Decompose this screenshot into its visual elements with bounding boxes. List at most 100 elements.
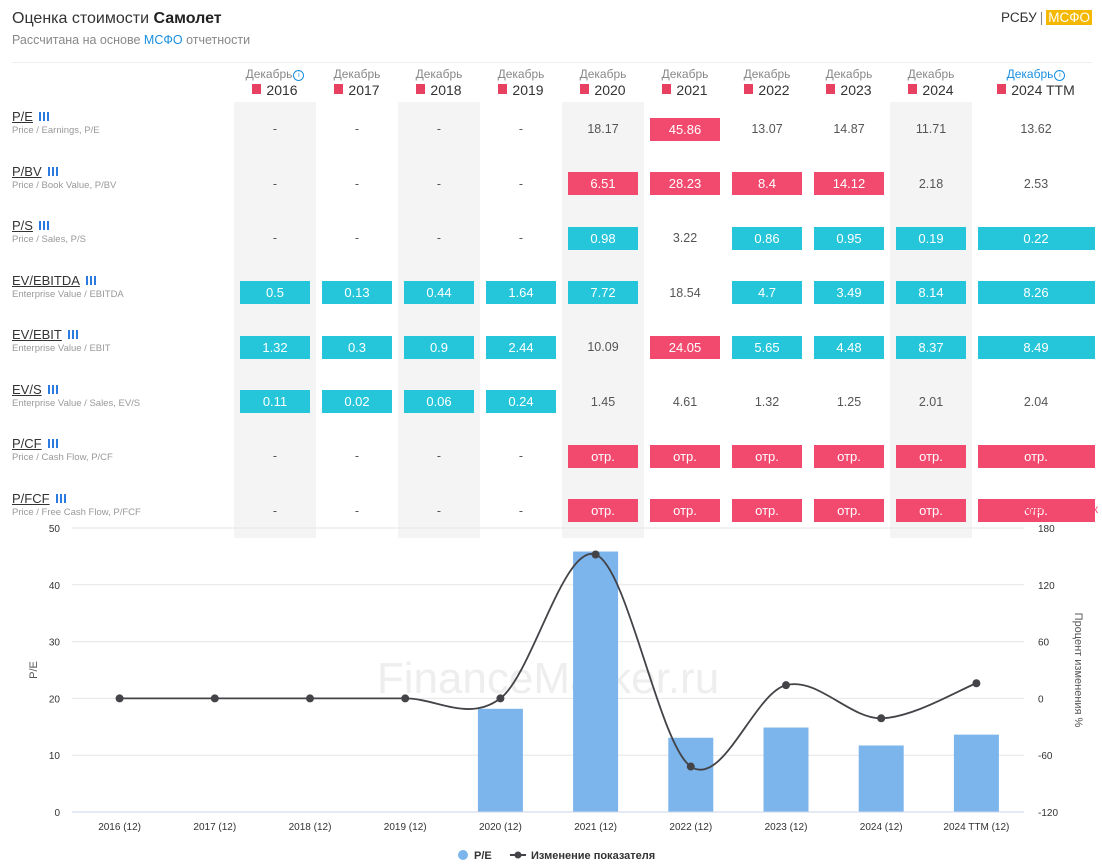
value-cell: 1.32: [234, 320, 316, 375]
change-point: [210, 694, 219, 703]
value-text: 0.44: [404, 281, 474, 305]
metric-name[interactable]: P/S: [12, 218, 33, 233]
value-cell: 0.95: [808, 211, 890, 266]
value-text: -: [272, 176, 278, 191]
pdf-icon[interactable]: [252, 84, 262, 94]
column-header: Декабрь 2021: [644, 64, 726, 102]
value-text: 1.32: [754, 394, 780, 409]
bar-chart-icon[interactable]: [47, 166, 59, 176]
value-text: 45.86: [650, 117, 720, 141]
y-right-tick-label: -120: [1038, 808, 1058, 819]
value-text: отр.: [650, 499, 720, 523]
pdf-icon[interactable]: [744, 84, 754, 94]
bar-chart-icon[interactable]: [85, 275, 97, 285]
value-cell: -: [398, 429, 480, 484]
pdf-icon[interactable]: [826, 84, 836, 94]
value-text: 2.01: [918, 394, 944, 409]
pdf-icon[interactable]: [997, 84, 1007, 94]
value-cell: 2.44: [480, 320, 562, 375]
y-tick-label: 20: [49, 694, 61, 705]
value-text: 1.64: [486, 281, 556, 305]
value-cell: 7.72: [562, 265, 644, 320]
metric-name[interactable]: EV/EBIT: [12, 327, 62, 342]
value-cell: -: [398, 156, 480, 211]
value-text: 8.4: [732, 172, 802, 196]
value-text: 0.02: [322, 390, 392, 414]
column-header: Декабрь i 2016: [234, 64, 316, 102]
pdf-icon[interactable]: [662, 84, 672, 94]
value-text: 13.62: [1020, 122, 1052, 137]
column-month: Декабрь i: [972, 67, 1100, 81]
value-text: 28.23: [650, 172, 720, 196]
y-right-tick-label: 120: [1038, 581, 1055, 592]
value-text: 5.65: [732, 335, 802, 359]
pdf-icon[interactable]: [908, 84, 918, 94]
column-year: 2024: [890, 82, 972, 98]
pdf-icon[interactable]: [334, 84, 344, 94]
info-icon[interactable]: i: [1054, 70, 1066, 81]
msfo-toggle[interactable]: МСФО: [1046, 10, 1092, 25]
metric-name[interactable]: P/BV: [12, 163, 42, 179]
column-year: 2018: [398, 82, 480, 98]
value-cell: 4.7: [726, 266, 808, 321]
metric-name[interactable]: P/E: [12, 109, 33, 124]
value-text: 1.25: [836, 394, 862, 409]
value-cell: 0.24: [480, 375, 562, 430]
metric-description: Price / Book Value, P/BV: [12, 179, 117, 191]
pdf-icon[interactable]: [580, 84, 590, 94]
metric-name[interactable]: P/FCF: [12, 490, 50, 506]
pdf-icon[interactable]: [498, 84, 508, 94]
y-right-tick-label: 0: [1038, 694, 1044, 705]
value-text: 14.87: [833, 122, 865, 137]
metric-name[interactable]: EV/EBITDA: [12, 272, 80, 288]
value-text: отр.: [732, 499, 802, 523]
header-divider: [12, 62, 1092, 63]
value-cell: отр.: [808, 429, 890, 484]
rsbu-toggle[interactable]: РСБУ: [1000, 10, 1037, 25]
value-cell: -: [480, 102, 562, 157]
legend-change: Изменение показателя: [531, 850, 655, 862]
value-text: 2.18: [918, 176, 944, 191]
msfo-link[interactable]: МСФО: [143, 33, 183, 47]
value-cell: 4.48: [808, 320, 890, 375]
metric-label: P/FCF Price / Free Cash Flow, P/FCF: [12, 484, 234, 539]
pdf-icon[interactable]: [416, 84, 426, 94]
header-row: Декабрь i 2016 Декабрь 2017 Декабрь 2018 Декабр…: [12, 64, 1100, 102]
value-text: 0.24: [486, 390, 556, 414]
bar-chart-icon[interactable]: [47, 384, 59, 394]
legend-line-dot: [514, 851, 522, 859]
value-cell: отр.: [972, 484, 1100, 539]
value-cell: 0.86: [726, 211, 808, 266]
value-text: 0.19: [896, 226, 966, 250]
value-cell: -: [398, 102, 480, 157]
y-right-tick-label: -60: [1038, 751, 1053, 762]
value-text: 8.14: [896, 281, 966, 305]
info-icon[interactable]: i: [293, 70, 305, 81]
value-text: 6.51: [568, 172, 638, 196]
column-month: Декабрь: [743, 67, 791, 81]
hide-chart-button[interactable]: ✕ Скрыть график: [1000, 502, 1098, 516]
bar-chart-icon[interactable]: [38, 112, 50, 121]
metric-name[interactable]: EV/S: [12, 381, 42, 397]
value-cell: 2.53: [972, 157, 1100, 212]
value-text: 4.61: [672, 394, 698, 409]
legend-pe: P/E: [474, 850, 492, 862]
value-text: -: [354, 503, 360, 518]
x-tick-label: 2021 (12): [574, 822, 617, 833]
valuation-table: Декабрь i 2016 Декабрь 2017 Декабрь 2018 Декабр…: [12, 64, 1100, 538]
column-year: 2016: [234, 82, 316, 98]
value-cell: -: [316, 211, 398, 266]
bar-chart-icon[interactable]: [55, 493, 67, 503]
value-text: отр.: [568, 444, 638, 468]
value-cell: 0.22: [972, 211, 1100, 266]
value-text: 0.86: [732, 226, 802, 250]
bar-chart-icon[interactable]: [67, 330, 79, 339]
column-header: Декабрь 2017: [316, 64, 398, 102]
value-text: отр.: [814, 499, 884, 523]
bar-chart-icon[interactable]: [38, 221, 50, 230]
value-cell: 28.23: [644, 157, 726, 212]
bar-pe: [763, 727, 809, 812]
bar-chart-icon[interactable]: [47, 439, 59, 448]
x-tick-label: 2018 (12): [289, 822, 332, 833]
metric-name[interactable]: P/CF: [12, 436, 42, 451]
